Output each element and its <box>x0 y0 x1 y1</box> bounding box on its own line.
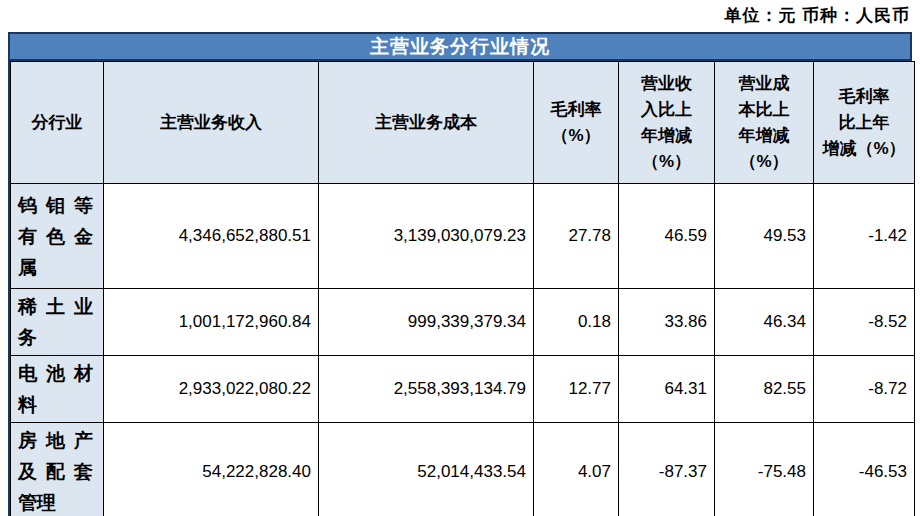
industry-cell: 钨钼等有色金属 <box>11 184 104 289</box>
industry-cell: 房地产及配套管理 <box>11 423 104 516</box>
table-title: 主营业务分行业情况 <box>10 34 910 61</box>
unit-currency-label: 单位：元 币种：人民币 <box>724 4 910 27</box>
revenue-yoy-cell: 33.86 <box>619 289 715 356</box>
gross-margin-cell: 27.78 <box>534 184 619 289</box>
column-header-revenue: 主营业务收入 <box>104 62 319 184</box>
revenue-yoy-cell: -87.37 <box>619 423 715 516</box>
revenue-cell: 2,933,022,080.22 <box>104 356 319 423</box>
table-row: 钨钼等有色金属 4,346,652,880.51 3,139,030,079.2… <box>11 184 915 289</box>
margin-yoy-cell: -8.52 <box>814 289 915 356</box>
industry-cell: 稀土业务 <box>11 289 104 356</box>
column-header-cost-yoy: 营业成 本比上 年增减 （%） <box>715 62 814 184</box>
revenue-cell: 1,001,172,960.84 <box>104 289 319 356</box>
header-row: 分行业 主营业务收入 主营业务成本 毛利率 （%） 营业收 入比上 年增减 （%… <box>11 62 915 184</box>
table-row: 稀土业务 1,001,172,960.84 999,339,379.34 0.1… <box>11 289 915 356</box>
cost-cell: 2,558,393,134.79 <box>319 356 534 423</box>
gross-margin-cell: 0.18 <box>534 289 619 356</box>
segment-data-grid: 分行业 主营业务收入 主营业务成本 毛利率 （%） 营业收 入比上 年增减 （%… <box>10 61 915 516</box>
column-header-margin-yoy: 毛利率 比上年 增减（%） <box>814 62 915 184</box>
revenue-yoy-cell: 46.59 <box>619 184 715 289</box>
column-header-industry: 分行业 <box>11 62 104 184</box>
cost-cell: 999,339,379.34 <box>319 289 534 356</box>
margin-yoy-cell: -1.42 <box>814 184 915 289</box>
cost-yoy-cell: 82.55 <box>715 356 814 423</box>
cost-yoy-cell: 49.53 <box>715 184 814 289</box>
revenue-cell: 54,222,828.40 <box>104 423 319 516</box>
cost-yoy-cell: 46.34 <box>715 289 814 356</box>
column-header-cost: 主营业务成本 <box>319 62 534 184</box>
revenue-yoy-cell: 64.31 <box>619 356 715 423</box>
industry-cell: 电池材料 <box>11 356 104 423</box>
revenue-cell: 4,346,652,880.51 <box>104 184 319 289</box>
table-row: 房地产及配套管理 54,222,828.40 52,014,433.54 4.0… <box>11 423 915 516</box>
gross-margin-cell: 12.77 <box>534 356 619 423</box>
cost-yoy-cell: -75.48 <box>715 423 814 516</box>
margin-yoy-cell: -46.53 <box>814 423 915 516</box>
column-header-revenue-yoy: 营业收 入比上 年增减 （%） <box>619 62 715 184</box>
gross-margin-cell: 4.07 <box>534 423 619 516</box>
industry-segment-table: 主营业务分行业情况 分行业 主营业务收入 主营业务成本 毛利率 （%） 营业收 … <box>8 32 912 516</box>
table-row: 电池材料 2,933,022,080.22 2,558,393,134.79 1… <box>11 356 915 423</box>
margin-yoy-cell: -8.72 <box>814 356 915 423</box>
cost-cell: 52,014,433.54 <box>319 423 534 516</box>
column-header-gross-margin: 毛利率 （%） <box>534 62 619 184</box>
cost-cell: 3,139,030,079.23 <box>319 184 534 289</box>
